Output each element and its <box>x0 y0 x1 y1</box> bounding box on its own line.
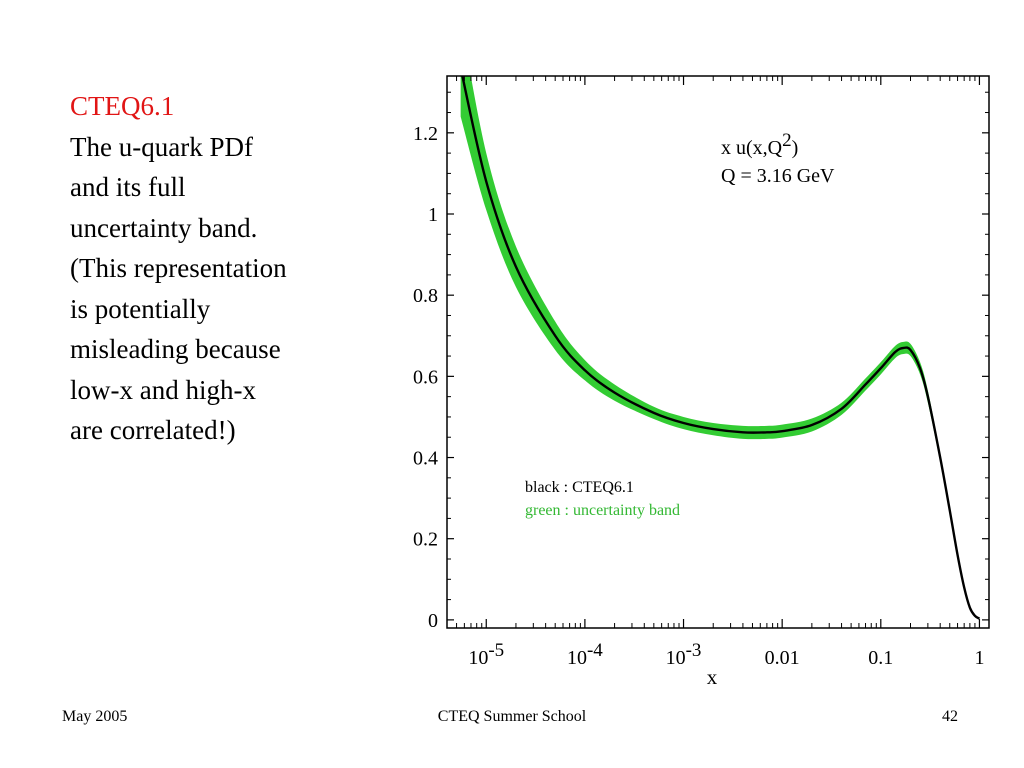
legend-entry-cteq: black : CTEQ6.1 <box>525 479 634 496</box>
y-tick-label: 1 <box>428 204 438 226</box>
y-tick-label: 0 <box>428 610 438 632</box>
chart-annotation-scale: Q = 3.16 GeV <box>721 165 835 187</box>
footer-page-number: 42 <box>942 708 958 725</box>
x-tick-label: 10-4 <box>567 640 603 669</box>
slide-title: CTEQ6.1 <box>70 91 175 121</box>
plot-frame <box>446 75 990 629</box>
y-tick-label: 0.4 <box>413 448 438 470</box>
annotation-end: ) <box>792 137 799 159</box>
legend-entry-band: green : uncertainty band <box>525 502 680 519</box>
y-tick-label: 1.2 <box>413 123 438 145</box>
y-tick-label: 0.6 <box>413 366 438 388</box>
body-line: low-x and high-x <box>70 374 256 405</box>
uncertainty-band <box>460 76 980 620</box>
x-axis-label: x <box>707 665 718 689</box>
band-layer <box>460 76 980 620</box>
body-line: is potentially <box>70 293 211 324</box>
body-line: are correlated!) <box>70 415 236 445</box>
annotation-superscript: 2 <box>782 130 792 151</box>
x-tick-label: 10-5 <box>468 640 504 669</box>
footer-event: CTEQ Summer School <box>437 708 587 725</box>
body-line: misleading because <box>70 334 281 364</box>
x-tick-label: 1 <box>974 647 984 669</box>
line-layer <box>461 76 981 620</box>
footer-date: May 2005 <box>62 708 128 725</box>
body-line: The u-quark PDf <box>70 131 253 162</box>
axis-layer: 0 0.2 0.4 0.6 0.8 1 1.2 10-5 10-4 10-3 0.01 0.1 1 <box>413 76 989 669</box>
annotation-main: x u(x,Q <box>721 137 783 159</box>
body-line: uncertainty band. <box>70 212 258 243</box>
body-line: and its full <box>70 172 186 202</box>
body-line: (This representation <box>70 253 287 283</box>
x-tick-label: 10-3 <box>666 640 702 669</box>
y-tick-label: 0.8 <box>413 285 438 307</box>
y-tick-label: 0.2 <box>413 529 438 551</box>
chart-annotation-function: x u(x,Q2) <box>721 130 798 159</box>
cteq-line <box>461 76 981 620</box>
slide-text-block: CTEQ6.1 The u-quark PDf and its full unc… <box>70 86 360 451</box>
x-tick-label: 0.1 <box>868 647 893 669</box>
x-tick-label: 0.01 <box>765 647 800 669</box>
